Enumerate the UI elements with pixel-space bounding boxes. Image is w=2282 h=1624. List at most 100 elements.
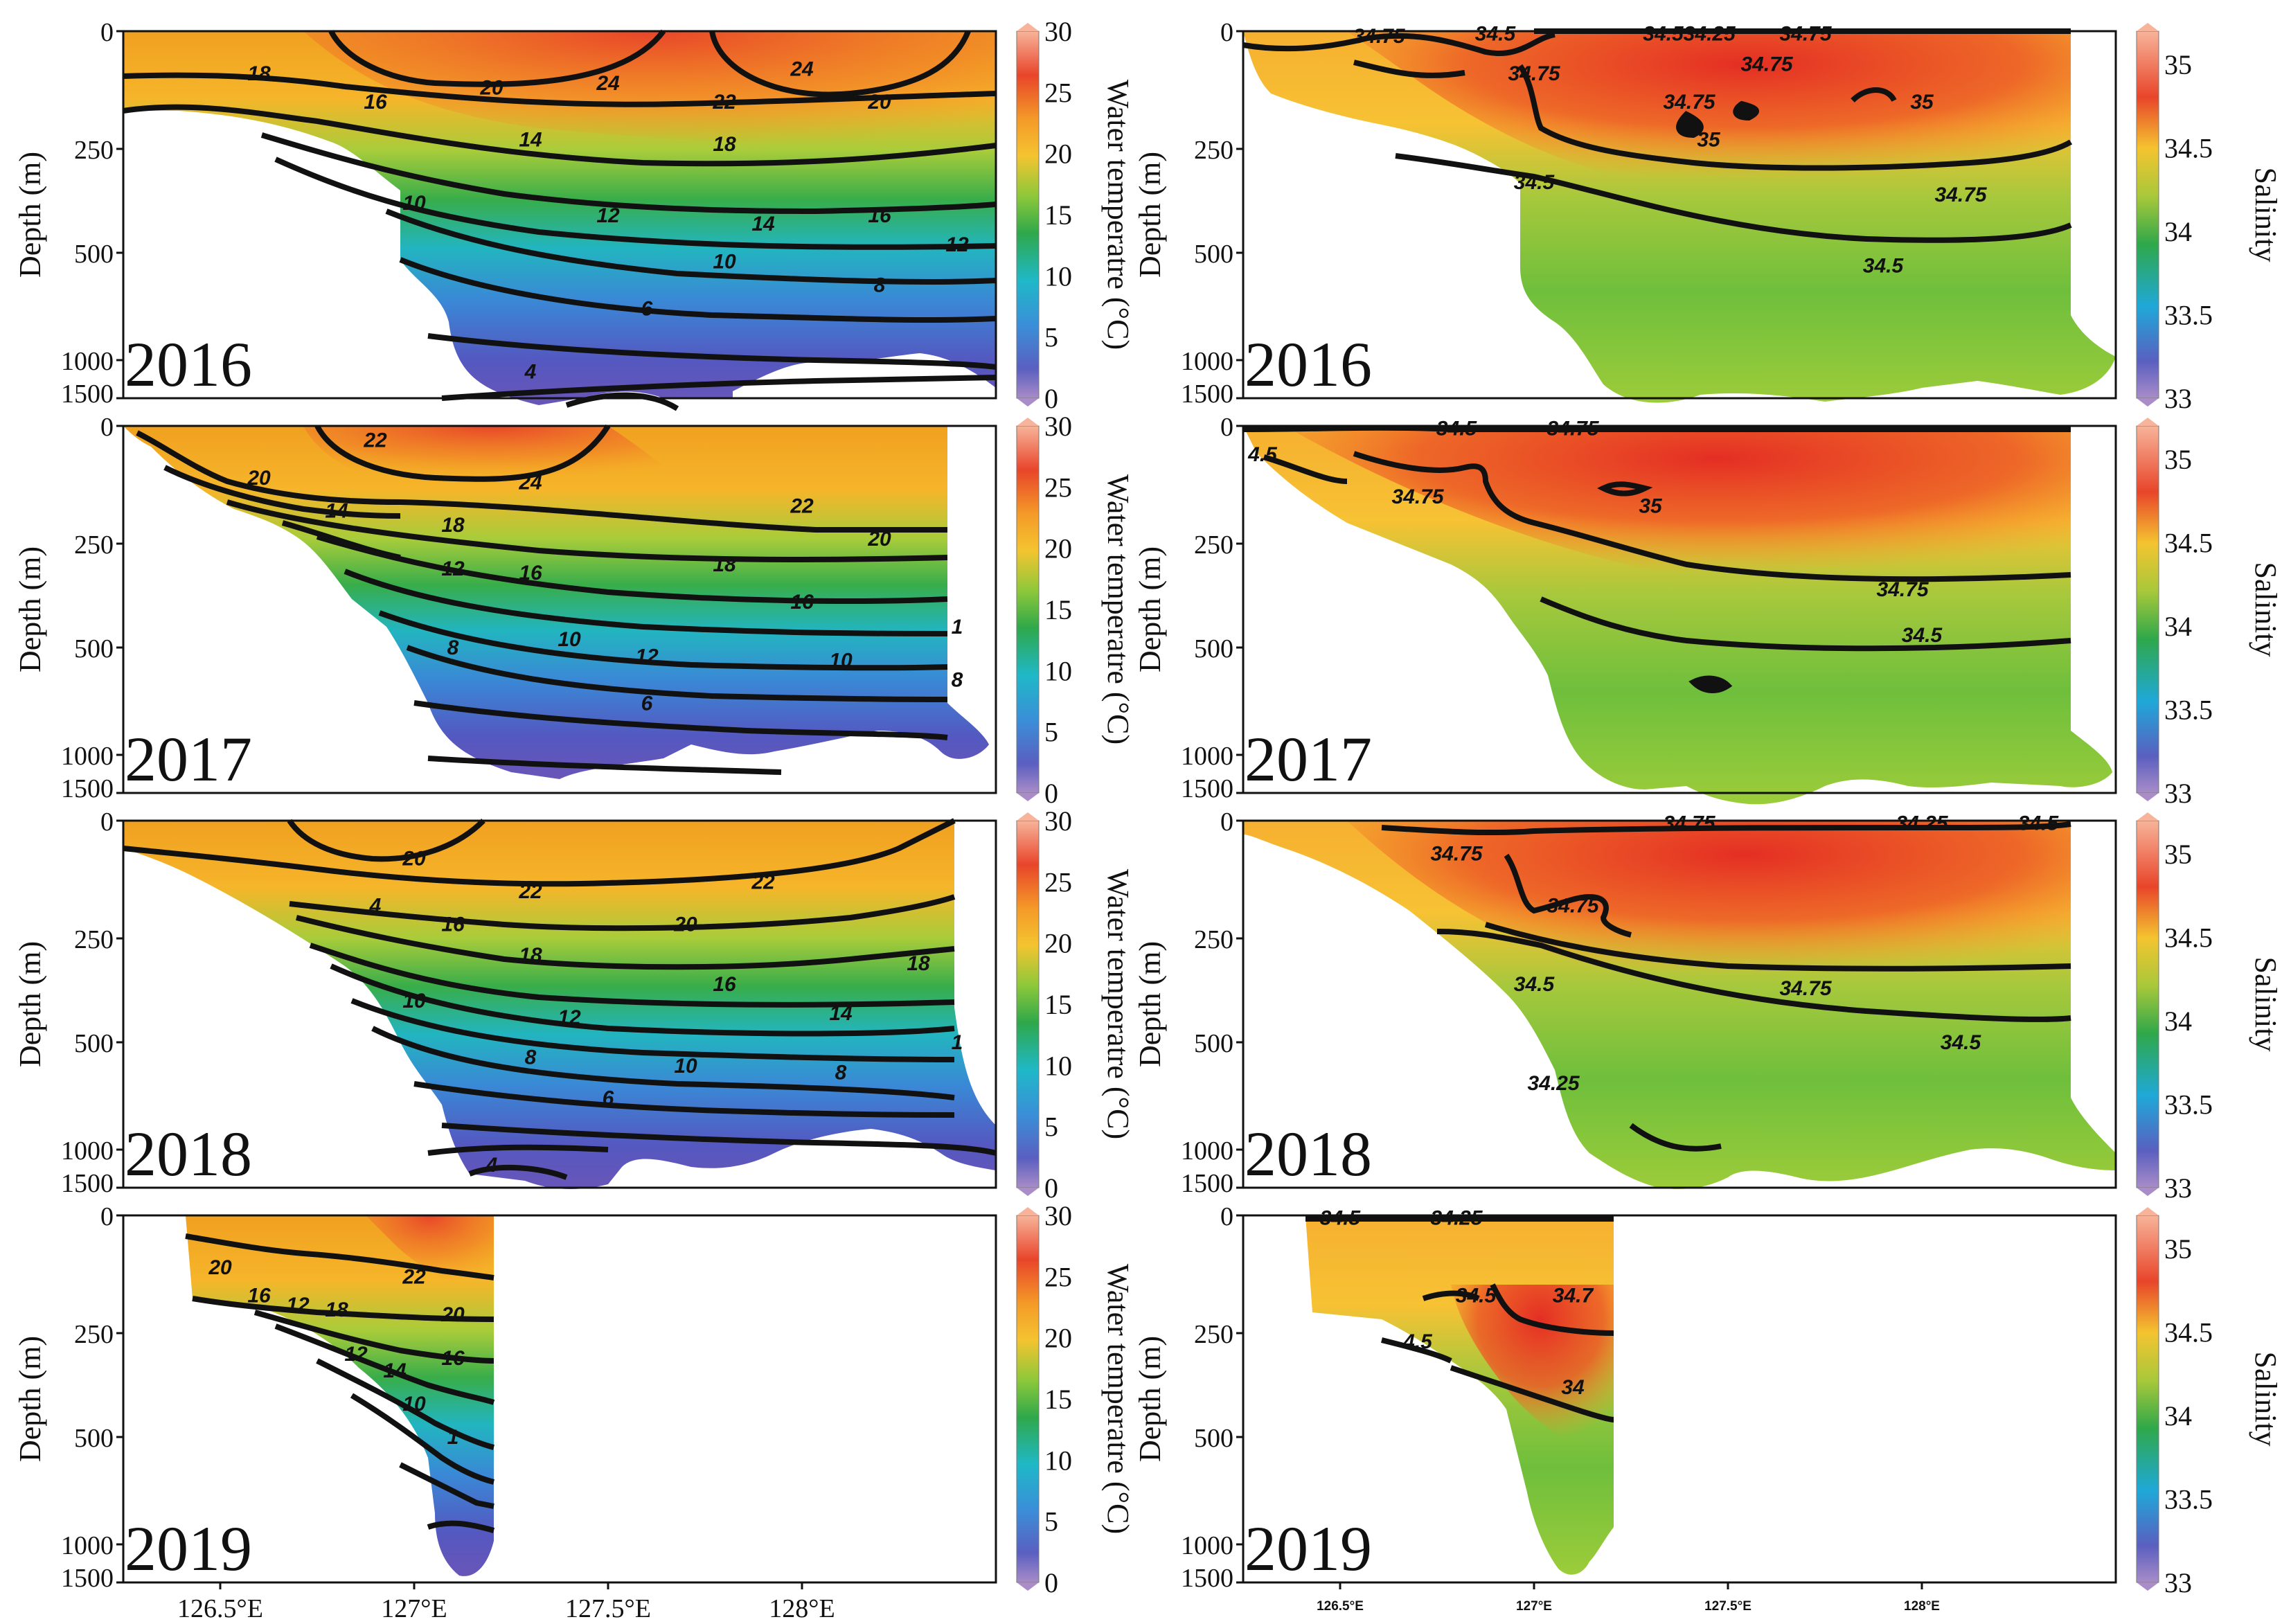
temp-warm-core — [366, 1215, 494, 1299]
contour-label: 34.75 — [1934, 184, 1987, 206]
contour-label: 22 — [790, 495, 814, 518]
contour-label: 34.5 — [1436, 417, 1478, 440]
x-tick-label: 127.5°E — [565, 1594, 651, 1623]
y-tick-label: 0 — [100, 807, 114, 837]
contour-label: 1 — [952, 1031, 963, 1054]
y-axis-label: Depth (m) — [1133, 546, 1167, 672]
colorbar-tick: 25 — [1044, 77, 1072, 108]
temp-colorbar-2019: 0 5 10 15 20 25 30 Water temperatre (°C) — [1016, 1200, 1135, 1598]
plot-frame — [122, 1214, 997, 1584]
colorbar-tick: 10 — [1044, 260, 1072, 292]
colorbar-top-cap — [1017, 812, 1039, 821]
colorbar-tick: 33.5 — [2164, 1484, 2213, 1515]
colorbar-tick: 33 — [2164, 1172, 2192, 1204]
y-tick-label: 1500 — [1181, 380, 1233, 409]
sal-colorbar-2016: 33 33.5 34 34.5 35 Salinity — [2136, 23, 2282, 414]
contour-label: 20 — [208, 1256, 232, 1279]
contour-label: 34.5 — [1456, 1285, 1497, 1308]
colorbar-bottom-cap — [1017, 398, 1039, 407]
contour-label: 34.25 — [1527, 1072, 1580, 1095]
y-tick-label: 250 — [1194, 530, 1233, 560]
colorbar-tick: 5 — [1044, 322, 1058, 353]
year-label: 2017 — [125, 724, 252, 794]
y-tick-label: 0 — [100, 1202, 114, 1231]
contour-label: 18 — [713, 133, 736, 156]
contour-label: 4.5 — [1247, 443, 1278, 466]
colorbar-tick: 34.5 — [2164, 133, 2213, 164]
contour-label: 34.25 — [1430, 1206, 1483, 1229]
y-tick-label: 1000 — [1181, 1531, 1233, 1560]
colorbar-top-cap — [2137, 418, 2159, 426]
contour-label: 6 — [603, 1087, 614, 1110]
contour-label: 34.5 — [1320, 1206, 1362, 1229]
plot-frame — [1242, 819, 2117, 1189]
contour-label: 34.5 — [1514, 973, 1555, 996]
colorbar-tick: 34 — [2164, 216, 2192, 247]
temp-axes-2017: 0 250 500 1000 1500 Depth (m) 2017 — [13, 413, 997, 803]
contour-label: 24 — [518, 472, 542, 494]
contour-label: 16 — [247, 1285, 271, 1308]
contour-label: 10 — [558, 628, 581, 651]
contour-label: 34.5 — [1941, 1031, 1982, 1054]
colorbar-tick: 34 — [2164, 1400, 2192, 1431]
contour-label: 14 — [325, 499, 348, 522]
colorbar-title: Water temperatre (°C) — [1101, 80, 1135, 350]
y-tick-label: 1500 — [1181, 1564, 1233, 1593]
sal-axes-2017: 0 250 500 1000 1500 Depth (m) 2017 — [1133, 413, 2117, 803]
y-axis-label: Depth (m) — [13, 152, 47, 278]
y-tick-label: 0 — [1220, 807, 1233, 837]
colorbar-tick: 35 — [2164, 839, 2192, 870]
contour-label: 12 — [596, 204, 620, 227]
x-tick-label: 128°E — [1904, 1599, 1940, 1614]
sal-contours — [1381, 821, 2071, 1152]
colorbar-tick: 25 — [1044, 866, 1072, 898]
temp-colorbar-2018: 0 5 10 15 20 25 30 Water temperatre (°C) — [1016, 805, 1135, 1204]
contour-label: 16 — [441, 913, 465, 936]
colorbar-title: Water temperatre (°C) — [1101, 1264, 1135, 1534]
temp-panel-2018 — [123, 818, 997, 1189]
contour-label: 18 — [907, 952, 930, 975]
contour-label: 34.5 — [2018, 812, 2060, 835]
y-tick-label: 500 — [1194, 240, 1233, 269]
colorbar-title: Water temperatre (°C) — [1101, 474, 1135, 744]
y-tick-label: 1000 — [61, 347, 114, 376]
contour-label: 1 — [447, 1426, 459, 1449]
contour-label: 12 — [945, 233, 969, 256]
colorbar-bottom-cap — [2137, 1188, 2159, 1196]
y-tick-label: 1500 — [61, 380, 114, 409]
contour-label: 8 — [952, 669, 963, 692]
colorbar-tick: 10 — [1044, 655, 1072, 686]
contour-label: 16 — [364, 91, 387, 114]
contour-label: 16 — [868, 204, 891, 227]
sal-panel-2016 — [1242, 28, 2116, 403]
y-tick-label: 0 — [100, 18, 114, 47]
colorbars-layer: 0 5 10 15 20 25 30 Water temperatre (°C) 0 5 10 15 2… — [1016, 16, 2282, 1598]
plot-frame — [1242, 425, 2117, 794]
contour-label: 35 — [1697, 128, 1721, 151]
contour-label: 10 — [674, 1055, 697, 1078]
colorbar-tick: 20 — [1044, 928, 1072, 959]
temp-panel-2016 — [123, 29, 997, 411]
contour-label: 14 — [383, 1359, 407, 1382]
colorbar-tick: 33 — [2164, 1567, 2192, 1598]
sal-colorbar-2017: 33 33.5 34 34.5 35 Salinity — [2136, 418, 2282, 809]
temp-contours — [136, 424, 948, 775]
colorbar-tick: 20 — [1044, 1323, 1072, 1354]
colorbar-tick: 15 — [1044, 594, 1072, 625]
y-tick-label: 1500 — [61, 774, 114, 803]
year-label: 2019 — [1245, 1513, 1372, 1584]
contour-label: 20 — [440, 1303, 465, 1326]
colorbar-top-cap — [2137, 23, 2159, 31]
colorbar-bottom-cap — [2137, 1582, 2159, 1591]
colorbar-title: Salinity — [2249, 1352, 2282, 1447]
y-tick-label: 1500 — [61, 1169, 114, 1198]
y-axis-label: Depth (m) — [13, 546, 47, 672]
colorbar — [1016, 425, 1040, 794]
contour-label: 14 — [751, 213, 775, 235]
colorbar-tick: 25 — [1044, 472, 1072, 503]
contour-label: 8 — [874, 274, 886, 297]
colorbar-tick: 30 — [1044, 1200, 1072, 1231]
